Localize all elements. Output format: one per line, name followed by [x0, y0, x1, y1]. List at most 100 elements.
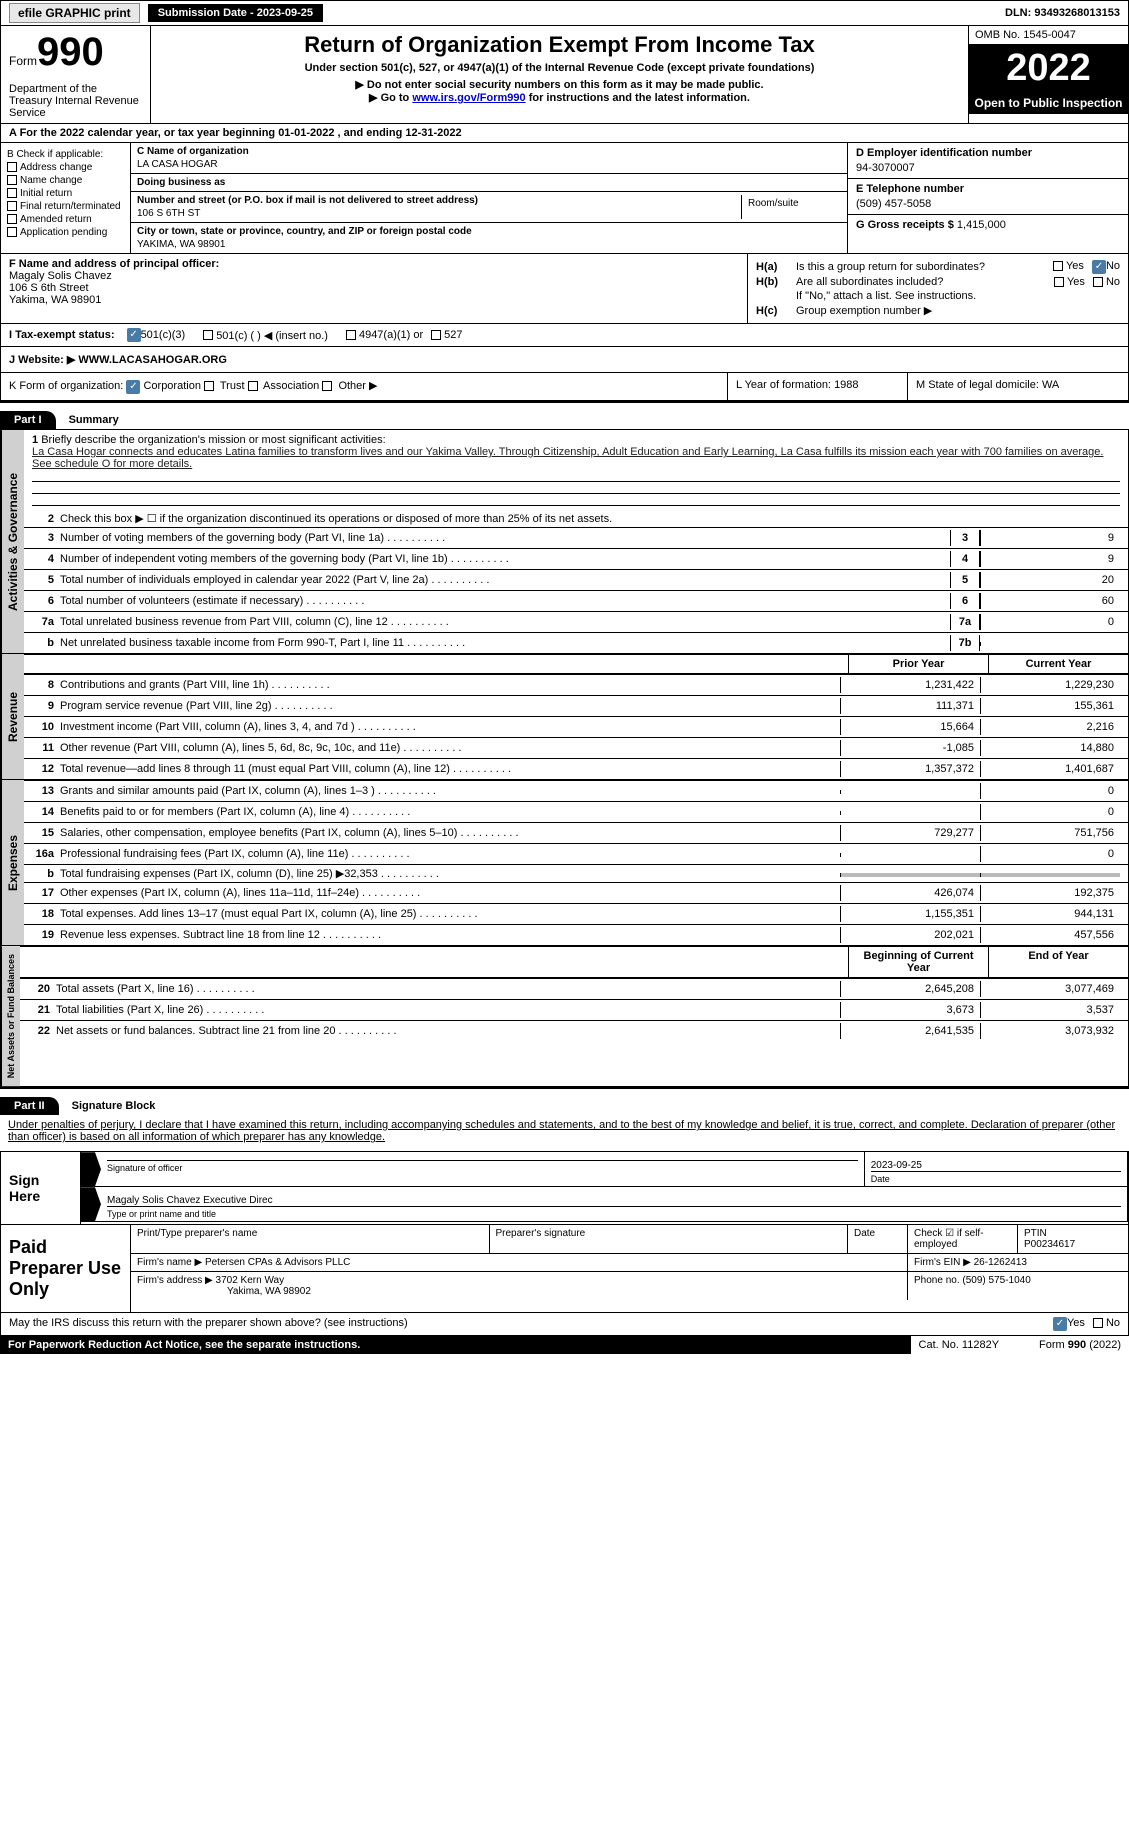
- cb-discuss-no[interactable]: [1093, 1318, 1103, 1328]
- line-9: 9Program service revenue (Part VIII, lin…: [24, 695, 1128, 716]
- hc-text: Group exemption number ▶: [796, 304, 1120, 317]
- phone-label: E Telephone number: [856, 183, 1120, 195]
- cb-name[interactable]: Name change: [7, 175, 124, 186]
- prep-selfemp[interactable]: Check ☑ if self-employed: [908, 1225, 1018, 1253]
- part2-header: Part II Signature Block: [0, 1087, 1129, 1115]
- sig-arrow-icon: [81, 1152, 101, 1186]
- submission-date: Submission Date - 2023-09-25: [148, 4, 323, 22]
- k-label: K Form of organization:: [9, 380, 123, 392]
- cb-assoc[interactable]: [248, 381, 258, 391]
- line-18: 18Total expenses. Add lines 13–17 (must …: [24, 903, 1128, 924]
- title-box: Return of Organization Exempt From Incom…: [151, 26, 968, 123]
- paperwork-note: For Paperwork Reduction Act Notice, see …: [0, 1336, 911, 1354]
- firm-phone: Phone no. (509) 575-1040: [908, 1272, 1128, 1300]
- line-4: 4Number of independent voting members of…: [24, 548, 1128, 569]
- col-b-label: B Check if applicable:: [7, 149, 124, 160]
- cb-501c3-checked[interactable]: ✓: [127, 328, 141, 342]
- line-22: 22Net assets or fund balances. Subtract …: [20, 1020, 1128, 1041]
- part2-title: Signature Block: [62, 1097, 166, 1115]
- entity-info: B Check if applicable: Address change Na…: [0, 143, 1129, 254]
- vtab-revenue: Revenue: [1, 654, 24, 779]
- street-label: Number and street (or P.O. box if mail i…: [137, 195, 741, 206]
- cb-527[interactable]: [431, 330, 441, 340]
- cb-4947[interactable]: [346, 330, 356, 340]
- hb-text: Are all subordinates included?: [796, 276, 1054, 288]
- year-box: OMB No. 1545-0047 2022 Open to Public In…: [968, 26, 1128, 123]
- ha-text: Is this a group return for subordinates?: [796, 261, 1053, 273]
- cb-pending[interactable]: Application pending: [7, 227, 124, 238]
- main-title: Return of Organization Exempt From Incom…: [157, 32, 962, 58]
- officer-box: F Name and address of principal officer:…: [1, 254, 748, 323]
- line-11: 11Other revenue (Part VIII, column (A), …: [24, 737, 1128, 758]
- efile-print-button[interactable]: efile GRAPHIC print: [9, 3, 140, 23]
- signature-block: Sign Here Signature of officer 2023-09-2…: [0, 1151, 1129, 1225]
- summary-section: Activities & Governance 1 Briefly descri…: [0, 429, 1129, 1087]
- preparer-label: Paid Preparer Use Only: [1, 1225, 131, 1312]
- line-6: 6Total number of volunteers (estimate if…: [24, 590, 1128, 611]
- website-row: J Website: ▶ WWW.LACASAHOGAR.ORG: [0, 347, 1129, 373]
- org-form-row: K Form of organization: ✓ Corporation Tr…: [0, 373, 1129, 401]
- sig-officer-field[interactable]: Signature of officer: [101, 1152, 865, 1186]
- mission-label: Briefly describe the organization's miss…: [41, 434, 385, 446]
- tax-status-row: I Tax-exempt status: ✓ 501(c)(3) 501(c) …: [0, 324, 1129, 347]
- column-b-checkboxes: B Check if applicable: Address change Na…: [1, 143, 131, 253]
- irs-link[interactable]: www.irs.gov/Form990: [412, 92, 525, 104]
- firm-addr-row: Firm's address ▶ 3702 Kern WayYakima, WA…: [131, 1272, 908, 1300]
- cb-other[interactable]: [322, 381, 332, 391]
- l-box: L Year of formation: 1988: [728, 373, 908, 400]
- cb-corp-checked[interactable]: ✓: [126, 380, 140, 394]
- omb-number: OMB No. 1545-0047: [969, 26, 1128, 45]
- part1-badge: Part I: [0, 411, 56, 429]
- form-number: 990: [37, 30, 104, 74]
- firm-ein: Firm's EIN ▶ 26-1262413: [908, 1254, 1128, 1271]
- cb-address[interactable]: Address change: [7, 162, 124, 173]
- officer-group-row: F Name and address of principal officer:…: [0, 254, 1129, 324]
- vtab-netassets: Net Assets or Fund Balances: [1, 946, 20, 1086]
- status-label: I Tax-exempt status:: [9, 329, 115, 341]
- street-value: 106 S 6TH ST: [137, 208, 741, 219]
- line-21: 21Total liabilities (Part X, line 26)3,6…: [20, 999, 1128, 1020]
- part2-badge: Part II: [0, 1097, 59, 1115]
- officer-addr1: 106 S 6th Street: [9, 282, 739, 294]
- cb-trust[interactable]: [204, 381, 214, 391]
- room-suite: Room/suite: [741, 195, 841, 219]
- firm-name-row: Firm's name ▶ Petersen CPAs & Advisors P…: [131, 1254, 908, 1271]
- ein-label: D Employer identification number: [856, 147, 1120, 159]
- cb-amended[interactable]: Amended return: [7, 214, 124, 225]
- dba-label: Doing business as: [137, 177, 225, 188]
- vtab-expenses: Expenses: [1, 780, 24, 945]
- prep-sig-hdr: Preparer's signature: [490, 1225, 849, 1253]
- mission-block: 1 Briefly describe the organization's mi…: [24, 430, 1128, 510]
- privacy-note: ▶ Do not enter social security numbers o…: [157, 78, 962, 91]
- footer: For Paperwork Reduction Act Notice, see …: [0, 1336, 1129, 1354]
- cb-501c[interactable]: [203, 330, 213, 340]
- sig-name-field: Magaly Solis Chavez Executive DirecType …: [101, 1187, 1128, 1221]
- officer-label: F Name and address of principal officer:: [9, 258, 739, 270]
- current-year-hdr: Current Year: [988, 655, 1128, 673]
- officer-name: Magaly Solis Chavez: [9, 270, 739, 282]
- part1-title: Summary: [59, 411, 129, 429]
- form-ref: Form 990 (2022): [1039, 1339, 1121, 1351]
- dln-number: DLN: 93493268013153: [1005, 7, 1120, 19]
- m-box: M State of legal domicile: WA: [908, 373, 1128, 400]
- line-b: bNet unrelated business taxable income f…: [24, 632, 1128, 653]
- line-13: 13Grants and similar amounts paid (Part …: [24, 780, 1128, 801]
- mission-text: La Casa Hogar connects and educates Lati…: [32, 446, 1103, 470]
- cb-discuss-yes[interactable]: ✓: [1053, 1317, 1067, 1331]
- line-17: 17Other expenses (Part IX, column (A), l…: [24, 882, 1128, 903]
- org-name-label: C Name of organization: [137, 146, 841, 157]
- column-d-ein: D Employer identification number 94-30700…: [848, 143, 1128, 253]
- end-year-hdr: End of Year: [988, 947, 1128, 977]
- cat-no: Cat. No. 11282Y: [919, 1339, 1000, 1351]
- city-value: YAKIMA, WA 98901: [137, 239, 841, 250]
- cb-initial[interactable]: Initial return: [7, 188, 124, 199]
- hb-note: If "No," attach a list. See instructions…: [756, 290, 1120, 302]
- line-3: 3Number of voting members of the governi…: [24, 527, 1128, 548]
- discuss-row: May the IRS discuss this return with the…: [0, 1313, 1129, 1336]
- website-label: J Website: ▶: [9, 354, 75, 366]
- ein-value: 94-3070007: [856, 162, 1120, 174]
- cb-final[interactable]: Final return/terminated: [7, 201, 124, 212]
- gross-label: G Gross receipts $: [856, 219, 954, 231]
- org-name: LA CASA HOGAR: [137, 159, 841, 170]
- line-14: 14Benefits paid to or for members (Part …: [24, 801, 1128, 822]
